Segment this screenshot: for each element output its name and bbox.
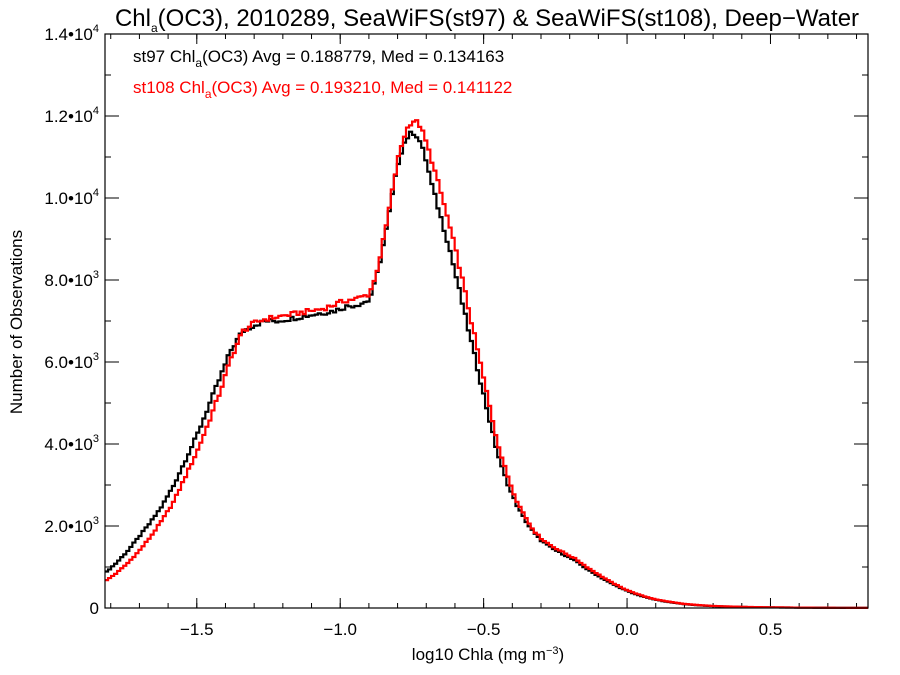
- y-tick-label: 2.0•103: [44, 515, 99, 536]
- chart-title-sub: a: [151, 21, 158, 35]
- histogram-series-line: [105, 119, 868, 610]
- x-tick-label: 0.0: [615, 620, 639, 639]
- x-tick-label: 0.5: [759, 620, 783, 639]
- stats-st97-pre: st97 Chl: [133, 47, 195, 66]
- stats-st97-sub: a: [195, 56, 202, 70]
- y-tick-label: 0: [90, 599, 99, 618]
- stats-annotation-st108: st108 Chla(OC3) Avg = 0.193210, Med = 0.…: [133, 78, 512, 101]
- y-tick-label: 6.0•103: [44, 351, 99, 372]
- x-tick-label: −1.5: [180, 620, 214, 639]
- x-axis-label-close: ): [559, 645, 565, 664]
- histogram-series-line: [105, 130, 868, 610]
- chart-title-post: (OC3), 2010289, SeaWiFS(st97) & SeaWiFS(…: [158, 5, 859, 32]
- axes: −1.5 −1.0 −0.5 0.0 0.5 0 2.0•103 4.0•103 6.0•103…: [44, 23, 868, 639]
- y-tick-label: 1.0•104: [44, 187, 99, 208]
- y-tick-label: 1.4•104: [44, 23, 99, 44]
- x-axis-label: log10 Chla (mg m−3): [412, 645, 564, 664]
- chart-title: Chla(OC3), 2010289, SeaWiFS(st97) & SeaW…: [115, 5, 859, 35]
- plot-frame: [104, 33, 869, 609]
- x-tick-label: −0.5: [467, 620, 501, 639]
- x-tick-label: −1.0: [323, 620, 357, 639]
- y-tick-label: 8.0•103: [44, 269, 99, 290]
- chart-title-pre: Chl: [115, 5, 151, 32]
- stats-st108-post: (OC3) Avg = 0.193210, Med = 0.141122: [212, 78, 513, 97]
- x-axis-label-sup: −3: [546, 645, 559, 657]
- y-tick-label: 4.0•103: [44, 433, 99, 454]
- stats-st108-sub: a: [205, 87, 212, 101]
- y-tick-label: 1.2•104: [44, 105, 99, 126]
- series-group: [105, 119, 868, 610]
- y-axis-label: Number of Observations: [7, 230, 26, 414]
- stats-annotation-st97: st97 Chla(OC3) Avg = 0.188779, Med = 0.1…: [133, 47, 504, 70]
- stats-st97-post: (OC3) Avg = 0.188779, Med = 0.134163: [202, 47, 504, 66]
- stats-st108-pre: st108 Chl: [133, 78, 205, 97]
- x-axis-label-main: log10 Chla (mg m: [412, 645, 546, 664]
